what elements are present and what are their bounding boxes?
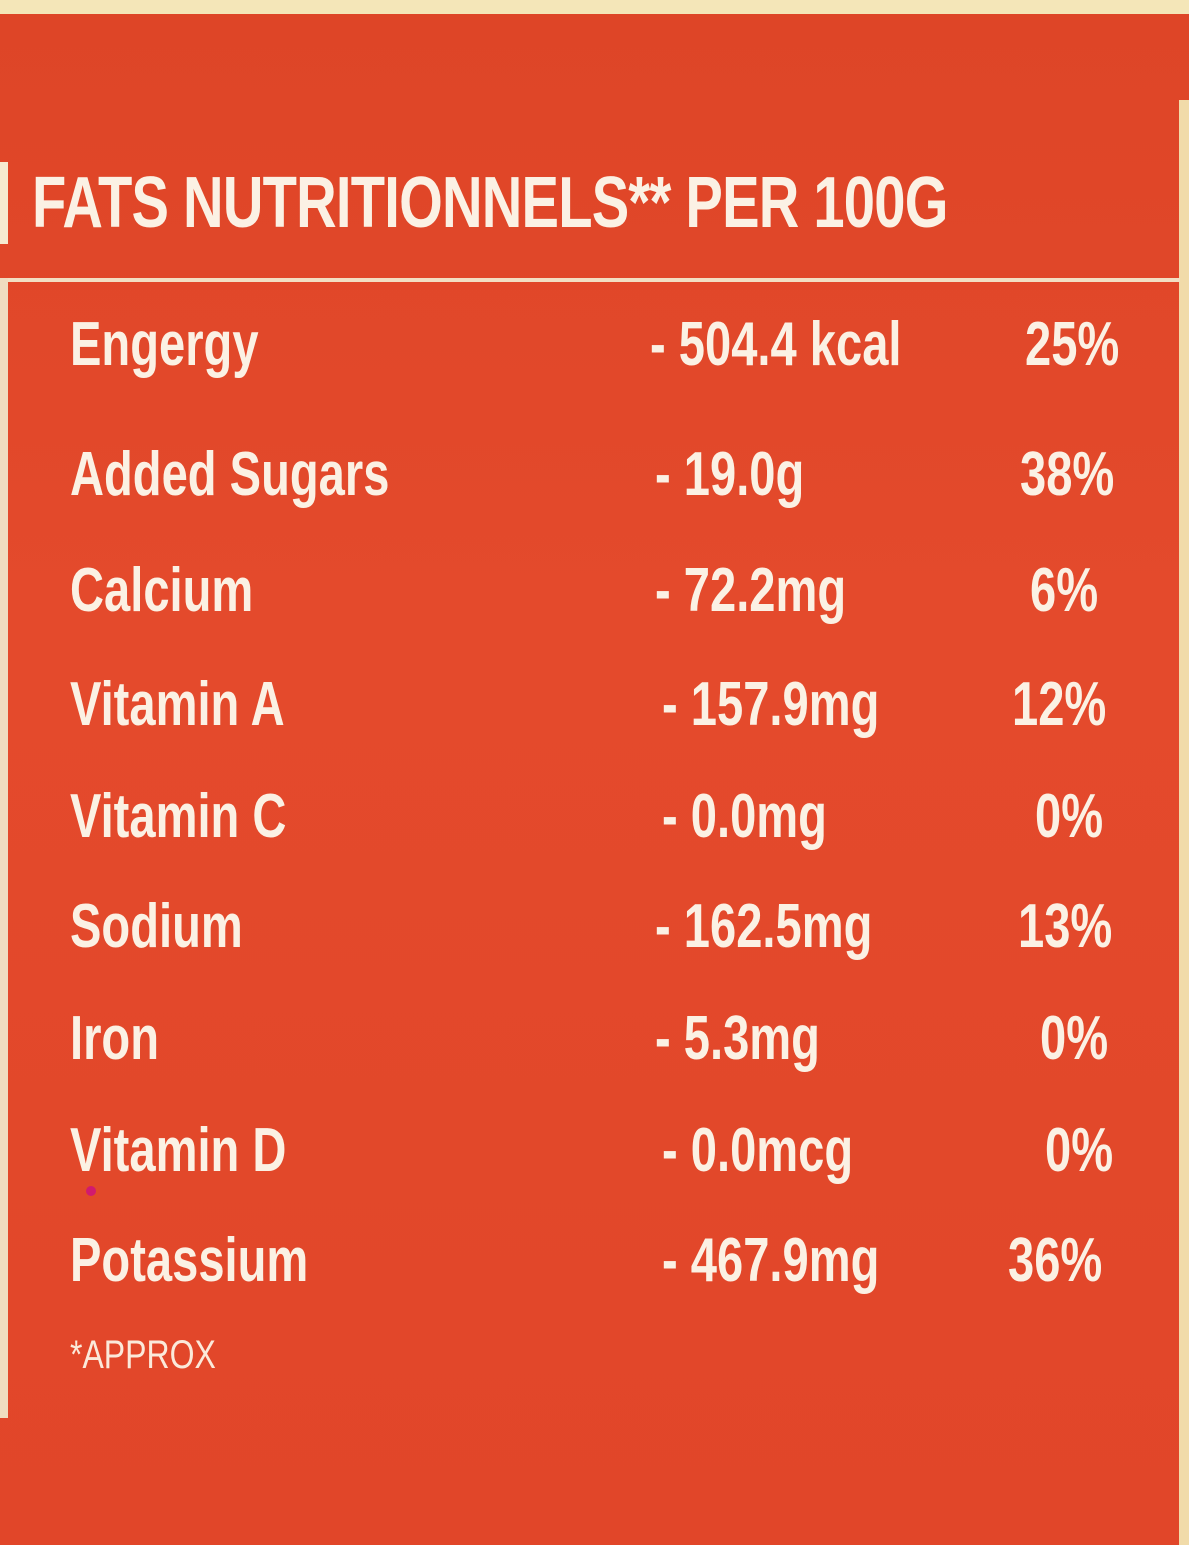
approx-note: *APPROX	[70, 1333, 216, 1377]
table-row: Iron - 5.3mg 0%	[0, 994, 1189, 1084]
nutrient-percent: 0%	[1045, 1116, 1114, 1185]
header-divider	[0, 162, 8, 244]
nutrient-name: Potassium	[70, 1226, 309, 1295]
nutrient-name: Vitamin A	[70, 670, 285, 739]
nutrient-amount: - 72.2mg	[655, 556, 847, 625]
nutrient-name: Vitamin D	[70, 1116, 287, 1185]
nutrient-amount: - 0.0mcg	[662, 1116, 854, 1185]
nutrient-amount: - 162.5mg	[655, 892, 873, 961]
table-row: Vitamin A - 157.9mg 12%	[0, 660, 1189, 750]
pink-dot-mark	[86, 1186, 96, 1196]
nutrient-percent: 6%	[1030, 556, 1099, 625]
table-row: Sodium - 162.5mg 13%	[0, 882, 1189, 972]
nutrition-panel	[0, 14, 1189, 1545]
nutrient-amount: - 157.9mg	[662, 670, 880, 739]
nutrient-amount: - 0.0mg	[662, 782, 827, 851]
nutrient-percent: 12%	[1012, 670, 1107, 739]
table-row: Engergy - 504.4 kcal 25%	[0, 300, 1189, 390]
nutrient-amount: - 19.0g	[655, 440, 805, 509]
nutrient-percent: 13%	[1018, 892, 1113, 961]
nutrient-percent: 36%	[1008, 1226, 1103, 1295]
nutrient-percent: 0%	[1035, 782, 1104, 851]
table-row: Potassium - 467.9mg 36%	[0, 1216, 1189, 1306]
nutrient-name: Iron	[70, 1004, 160, 1073]
header-underline	[0, 278, 1180, 282]
table-row: Vitamin C - 0.0mg 0%	[0, 772, 1189, 862]
table-row: Added Sugars - 19.0g 38%	[0, 430, 1189, 520]
nutrient-name: Sodium	[70, 892, 243, 961]
nutrient-amount: - 504.4 kcal	[650, 310, 902, 379]
nutrient-percent: 25%	[1025, 310, 1120, 379]
right-edge	[1179, 100, 1189, 1545]
panel-title: FATS NUTRITIONNELS** PER 100G	[32, 163, 948, 243]
table-row: Vitamin D - 0.0mcg 0%	[0, 1106, 1189, 1196]
nutrient-name: Engergy	[70, 310, 259, 379]
table-left-border	[0, 278, 8, 1418]
nutrient-amount: - 467.9mg	[662, 1226, 880, 1295]
nutrient-percent: 0%	[1040, 1004, 1109, 1073]
nutrient-name: Added Sugars	[70, 440, 390, 509]
top-strip	[0, 0, 1189, 14]
nutrient-name: Calcium	[70, 556, 254, 625]
nutrient-percent: 38%	[1020, 440, 1115, 509]
nutrient-name: Vitamin C	[70, 782, 287, 851]
nutrient-amount: - 5.3mg	[655, 1004, 820, 1073]
table-row: Calcium - 72.2mg 6%	[0, 546, 1189, 636]
